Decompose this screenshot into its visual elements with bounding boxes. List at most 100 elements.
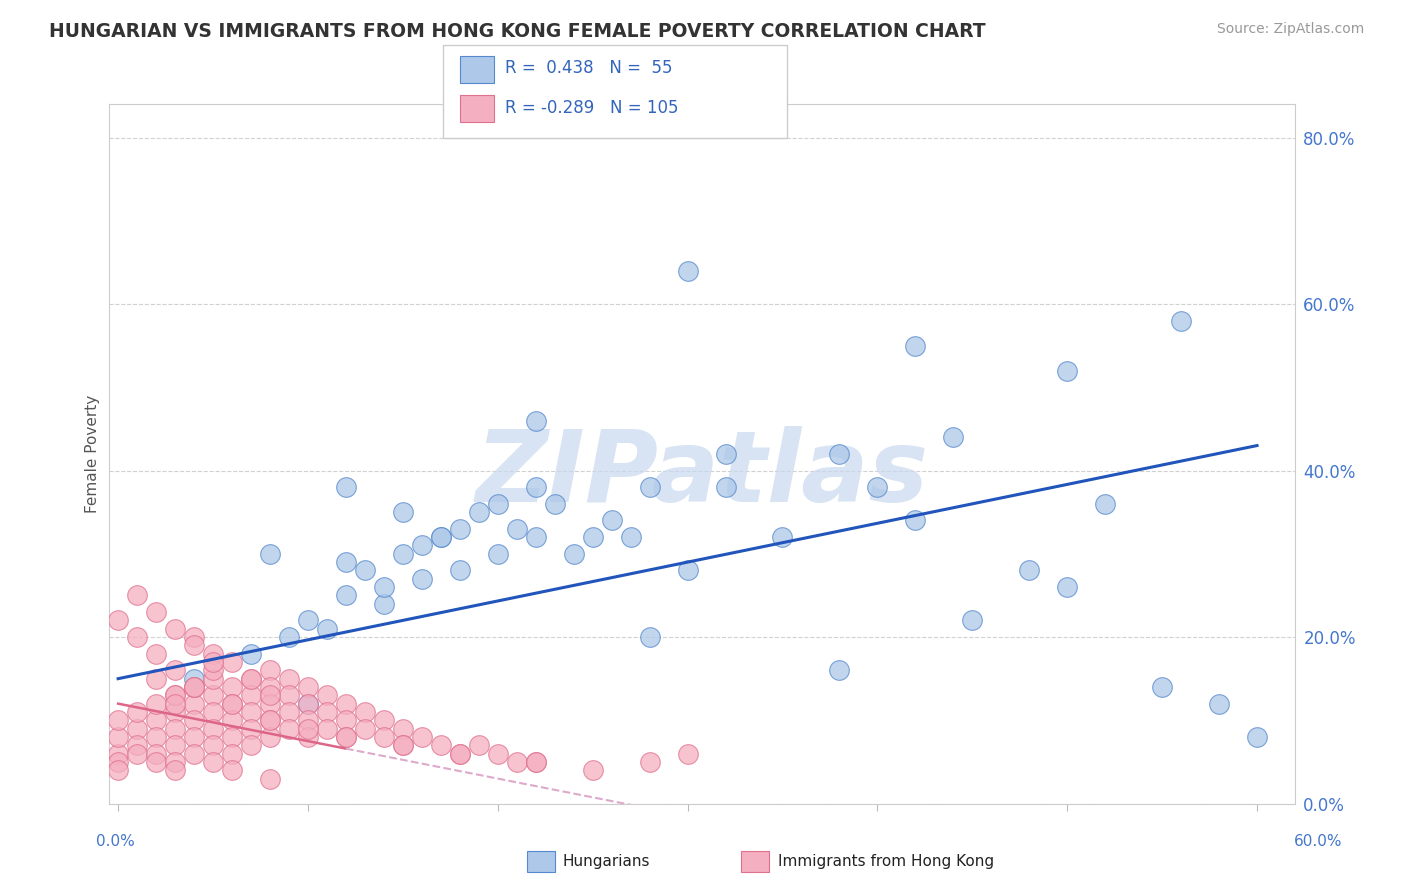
Point [221,747,243,761]
Point [1056,363,1078,377]
Point [145,605,167,619]
Point [278,672,301,686]
Point [354,705,377,719]
Point [335,730,357,744]
Point [506,755,529,769]
Point [127,705,149,719]
Point [335,714,357,728]
Point [127,739,149,753]
Point [278,705,301,719]
Point [240,722,263,736]
Point [449,747,471,761]
Point [486,747,509,761]
Point [240,647,263,661]
Point [145,714,167,728]
Point [259,714,281,728]
Point [1170,313,1192,327]
Point [354,722,377,736]
Text: Source: ZipAtlas.com: Source: ZipAtlas.com [1216,22,1364,37]
Point [714,480,737,494]
Point [676,747,699,761]
Point [1152,680,1174,694]
Point [221,730,243,744]
Point [430,530,453,544]
Point [183,714,205,728]
Point [904,514,927,528]
Point [202,722,225,736]
Point [107,714,129,728]
Text: ZIPatlas: ZIPatlas [475,426,928,524]
Point [373,580,395,594]
Point [240,739,263,753]
Point [620,530,643,544]
Point [145,730,167,744]
Point [221,697,243,711]
Point [468,505,491,519]
Point [165,705,187,719]
Point [506,522,529,536]
Point [145,672,167,686]
Point [107,764,129,778]
Point [297,722,319,736]
Text: R =  0.438   N =  55: R = 0.438 N = 55 [505,59,672,77]
Point [866,480,889,494]
Point [335,480,357,494]
Point [449,747,471,761]
Point [240,689,263,703]
Point [221,714,243,728]
Point [165,697,187,711]
Point [562,547,585,561]
Point [202,705,225,719]
Point [638,630,661,644]
Point [107,730,129,744]
Point [202,655,225,669]
Point [676,263,699,277]
Point [145,747,167,761]
Point [297,614,319,628]
Point [259,697,281,711]
Point [335,589,357,603]
Point [316,622,339,636]
Point [524,755,547,769]
Point [904,338,927,352]
Point [297,680,319,694]
Point [165,689,187,703]
Point [145,755,167,769]
Point [127,722,149,736]
Point [582,764,605,778]
Point [259,730,281,744]
Point [165,739,187,753]
Point [373,714,395,728]
Point [183,680,205,694]
Point [942,430,965,444]
Point [430,739,453,753]
Point [259,772,281,786]
Y-axis label: Female Poverty: Female Poverty [86,395,100,513]
Point [600,514,623,528]
Point [1246,730,1268,744]
Point [828,447,851,461]
Point [183,697,205,711]
Text: R = -0.289   N = 105: R = -0.289 N = 105 [505,99,678,117]
Point [259,547,281,561]
Point [392,722,415,736]
Point [297,714,319,728]
Point [392,739,415,753]
Point [202,739,225,753]
Point [486,547,509,561]
Point [221,680,243,694]
Text: Hungarians: Hungarians [562,855,650,869]
Point [335,555,357,569]
Point [676,564,699,578]
Point [524,480,547,494]
Point [297,730,319,744]
Point [316,705,339,719]
Point [278,722,301,736]
Point [714,447,737,461]
Point [486,497,509,511]
Point [373,730,395,744]
Point [107,755,129,769]
Point [221,697,243,711]
Point [259,714,281,728]
Point [638,755,661,769]
